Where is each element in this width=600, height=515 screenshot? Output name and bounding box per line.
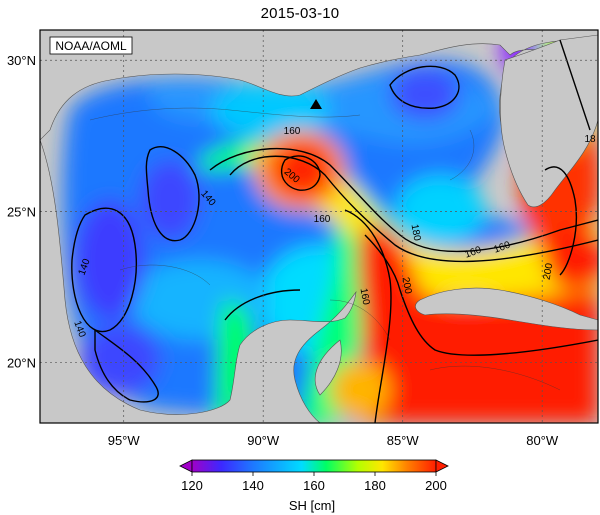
contour-label: 200 (400, 276, 414, 295)
colorbar-tick-labels: 120 140 160 180 200 (181, 478, 447, 493)
colorbar-low-arrow (179, 459, 193, 473)
coastline (40, 30, 598, 423)
colorbar: 120 140 160 180 200 SH [cm] (179, 459, 449, 513)
credit-label: NOAA/AOML (55, 39, 127, 53)
contour-label: 160 (358, 287, 372, 306)
colorbar-high-arrow (435, 459, 449, 473)
latitude-label: 25°N (7, 204, 36, 219)
longitude-label: 80°W (526, 433, 559, 448)
colorbar-tick-label: 140 (242, 478, 264, 493)
longitude-label: 90°W (247, 433, 280, 448)
longitude-label: 85°W (387, 433, 420, 448)
contour-label: 180 (409, 223, 423, 242)
contour-lines (71, 39, 598, 423)
credit-box (49, 36, 133, 55)
colorbar-ticks (191, 472, 437, 476)
minor-contours (89, 107, 561, 391)
latitude-label: 20°N (7, 356, 36, 371)
latitude-labels: 30°N 25°N 20°N (7, 53, 36, 370)
colorbar-tick-label: 120 (181, 478, 203, 493)
map-frame (39, 29, 599, 424)
graticule (40, 30, 598, 423)
colorbar-gradient (191, 459, 437, 473)
contour-label: 18 (584, 134, 596, 145)
contour-label: 200 (542, 262, 556, 281)
longitude-labels: 95°W 90°W 85°W 80°W (108, 433, 559, 448)
colorbar-tick-label: 180 (364, 478, 386, 493)
latitude-label: 30°N (7, 53, 36, 68)
contour-label: 160 (284, 126, 301, 137)
station-marker (310, 99, 322, 109)
colorbar-tick-label: 160 (303, 478, 325, 493)
colorbar-label: SH [cm] (289, 498, 335, 513)
sea-height-field (62, 30, 598, 423)
contour-label: 160 (314, 214, 331, 225)
longitude-label: 95°W (108, 433, 141, 448)
map-title: 2015-03-10 (260, 5, 340, 22)
colorbar-tick-label: 200 (425, 478, 447, 493)
